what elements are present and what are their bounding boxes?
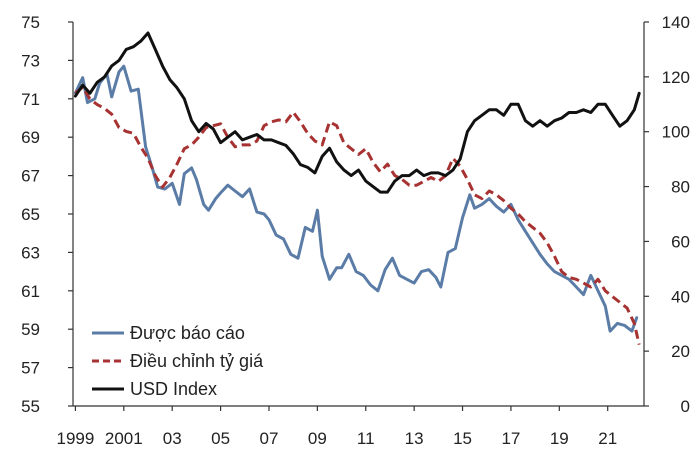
x-tick-label: 19 bbox=[550, 429, 569, 448]
left-tick-label: 73 bbox=[21, 51, 40, 70]
left-tick-label: 67 bbox=[21, 167, 40, 186]
right-tick-label: 40 bbox=[671, 287, 690, 306]
left-tick-label: 61 bbox=[21, 282, 40, 301]
right-axis-ticks: 0 20 40 60 80 100 120 140 bbox=[644, 13, 690, 416]
x-tick-label: 2001 bbox=[105, 429, 143, 448]
left-tick-label: 65 bbox=[21, 205, 40, 224]
left-tick-label: 69 bbox=[21, 128, 40, 147]
right-tick-label: 60 bbox=[671, 232, 690, 251]
legend-item-reported: Được báo cáo bbox=[92, 323, 245, 343]
left-tick-label: 59 bbox=[21, 320, 40, 339]
right-tick-label: 20 bbox=[671, 342, 690, 361]
series-layer bbox=[73, 31, 641, 345]
right-tick-label: 120 bbox=[662, 68, 690, 87]
right-tick-label: 0 bbox=[681, 397, 690, 416]
x-tick-label: 1999 bbox=[57, 429, 95, 448]
left-tick-label: 57 bbox=[21, 359, 40, 378]
legend-label-fx-adjusted: Điều chỉnh tỷ giá bbox=[130, 351, 264, 371]
right-tick-label: 140 bbox=[662, 13, 690, 32]
plot-area: 1999 2001 03 05 07 09 11 13 15 17 19 21 55 57 59 61 63 6… bbox=[21, 13, 690, 448]
x-tick-label: 15 bbox=[453, 429, 472, 448]
legend-item-usd-index: USD Index bbox=[92, 379, 217, 399]
legend: Được báo cáo Điều chỉnh tỷ giá USD Index bbox=[92, 323, 264, 399]
right-tick-label: 80 bbox=[671, 178, 690, 197]
x-tick-label: 13 bbox=[405, 429, 424, 448]
left-tick-label: 75 bbox=[21, 13, 40, 32]
x-axis-ticks: 1999 2001 03 05 07 09 11 13 15 17 19 21 bbox=[57, 406, 617, 448]
x-tick-label: 21 bbox=[598, 429, 617, 448]
legend-label-usd-index: USD Index bbox=[130, 379, 217, 399]
x-tick-label: 09 bbox=[308, 429, 327, 448]
legend-item-fx-adjusted: Điều chỉnh tỷ giá bbox=[92, 351, 264, 371]
series-line-usd-index bbox=[73, 31, 641, 194]
left-tick-label: 63 bbox=[21, 243, 40, 262]
x-tick-label: 03 bbox=[163, 429, 182, 448]
x-tick-label: 11 bbox=[357, 429, 375, 448]
right-tick-label: 100 bbox=[662, 123, 690, 142]
x-tick-label: 05 bbox=[211, 429, 230, 448]
left-axis-ticks: 55 57 59 61 63 65 67 69 71 73 75 bbox=[21, 13, 73, 416]
legend-label-reported: Được báo cáo bbox=[130, 323, 245, 343]
x-tick-label: 17 bbox=[501, 429, 520, 448]
series-line-fx-adjusted bbox=[74, 85, 641, 345]
x-tick-label: 07 bbox=[260, 429, 279, 448]
left-tick-label: 71 bbox=[21, 90, 40, 109]
series-line-reported bbox=[73, 64, 639, 333]
left-tick-label: 55 bbox=[21, 397, 40, 416]
